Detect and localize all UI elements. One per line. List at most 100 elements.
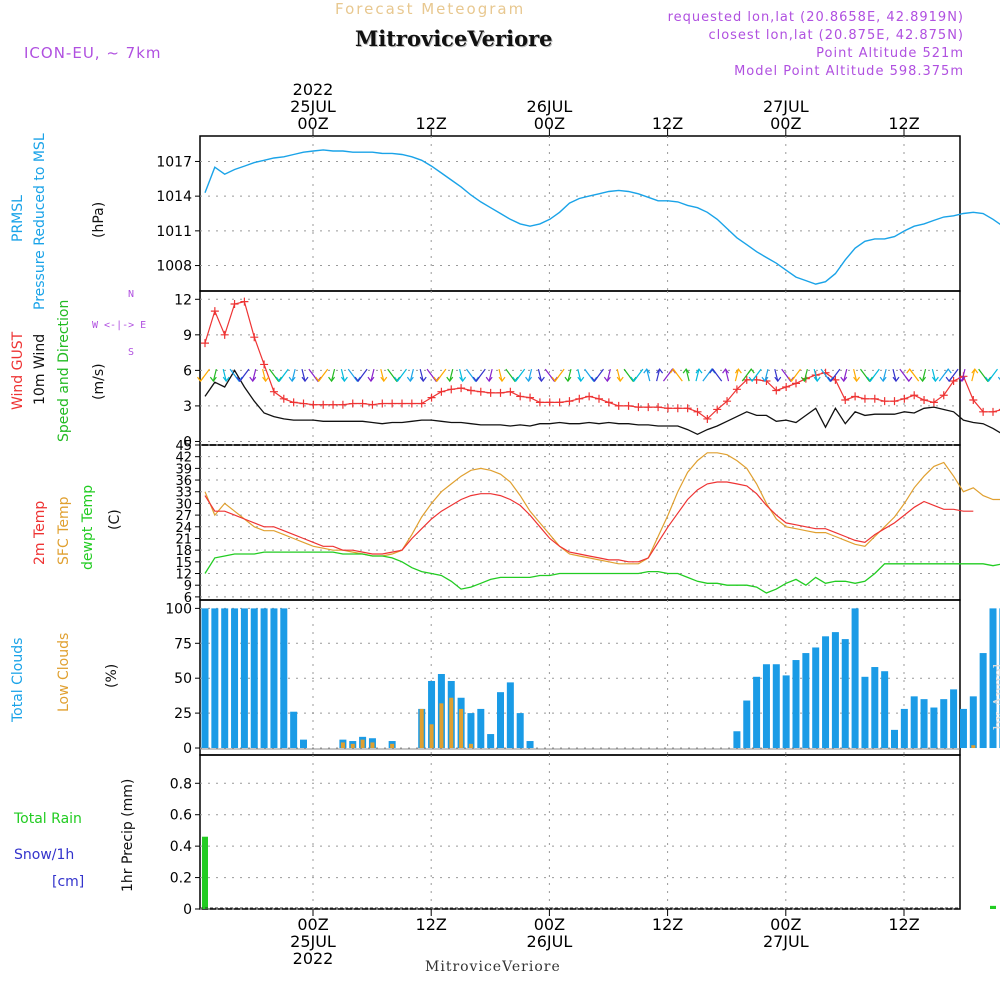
gust-marker	[782, 382, 791, 391]
total-clouds-bar	[290, 711, 298, 749]
rain-bar	[202, 836, 208, 909]
gust-marker	[792, 379, 800, 388]
wind-direction-arrowhead	[564, 376, 572, 383]
wind-direction-arrowhead	[301, 376, 309, 383]
gust-marker	[713, 405, 722, 414]
gust-marker	[516, 392, 525, 401]
gust-marker	[723, 397, 732, 406]
gust-marker	[210, 307, 219, 316]
wind-direction-arrowhead	[498, 376, 506, 383]
gust-marker	[910, 391, 919, 400]
low-clouds-bar	[419, 708, 424, 749]
wind-direction-arrow	[813, 368, 818, 382]
wind-direction-arrowhead	[722, 368, 730, 374]
total-clouds-bar	[900, 708, 908, 749]
wind-direction-arrowhead	[591, 376, 598, 383]
wind-direction-arrowhead	[629, 376, 637, 383]
gust-marker	[417, 399, 426, 408]
wind-direction-arrowhead	[249, 376, 257, 383]
total-clouds-bar	[822, 636, 830, 749]
gust-marker	[368, 400, 377, 409]
wind-direction-arrowhead	[708, 368, 716, 374]
total-clouds-bar	[270, 608, 278, 749]
low-clouds-bar	[971, 745, 976, 749]
temperature-ytick-label: 24	[175, 521, 192, 536]
gust-marker	[279, 394, 288, 403]
wind-direction-arrowhead	[275, 376, 283, 383]
wind-direction-arrowhead	[511, 376, 519, 383]
wind-direction-arrow	[853, 368, 858, 382]
total-clouds-bar	[812, 647, 820, 749]
wind-direction-arrow	[567, 368, 572, 382]
gust-marker	[388, 399, 397, 408]
snow-label: Snow/1h	[14, 847, 75, 863]
wind-direction-arrow	[291, 368, 296, 382]
x-label-bottom: 00Z	[297, 915, 328, 934]
gust-marker	[545, 398, 554, 407]
wind-direction-arrow	[774, 368, 779, 382]
gust-marker	[880, 397, 889, 406]
gust-marker	[654, 403, 663, 412]
gust-marker	[289, 398, 298, 407]
total-clouds-bar	[930, 707, 938, 749]
wind-direction-arrowhead	[197, 376, 204, 383]
sfc-label: SFC Temp	[56, 496, 72, 565]
wind-direction-arrow	[419, 368, 424, 382]
x-label-bottom: 12Z	[888, 915, 919, 934]
gust-marker	[634, 403, 643, 412]
wind-direction-arrowhead	[367, 376, 375, 383]
wind-direction-arrowhead	[551, 376, 559, 383]
total-clouds-bar	[240, 608, 248, 749]
total-clouds-bar	[831, 632, 839, 749]
gust-marker	[535, 398, 544, 407]
wind-direction-arrow	[409, 368, 414, 382]
gust-marker	[900, 394, 909, 403]
x-label-bottom: 26JUL	[527, 932, 573, 951]
low-clouds-bar	[449, 697, 454, 749]
total-clouds-bar	[802, 653, 810, 749]
watermark: by Angel	[990, 663, 1000, 730]
model-label: ICON-EU, ~ 7km	[24, 44, 162, 62]
total-clouds-bar	[506, 682, 514, 749]
gust-marker	[526, 393, 535, 402]
total-clouds-bar	[428, 680, 436, 749]
pressure-ytick-label: 1014	[156, 189, 192, 205]
total-clouds-bar	[221, 608, 229, 749]
wind-direction-arrow	[882, 368, 887, 382]
wind-direction-arrowhead	[590, 376, 598, 383]
wind-direction-arrow	[764, 368, 769, 382]
c-label: (C)	[107, 509, 123, 530]
wind-direction-arrowhead	[485, 376, 493, 383]
t2m-label: 2m Temp	[32, 500, 48, 565]
rain-bar	[990, 905, 996, 909]
clouds-ytick-label: 0	[183, 741, 192, 757]
temperature-ytick-label: 45	[175, 439, 192, 454]
gust-marker	[644, 403, 653, 412]
gust-marker	[920, 395, 929, 404]
wind-direction-arrow	[262, 368, 267, 382]
wind-direction-arrowhead	[222, 376, 230, 383]
prmsl-sub-label: Pressure Reduced to MSL	[32, 133, 48, 310]
wind-direction-arrowhead	[472, 376, 480, 383]
gust-marker	[506, 387, 515, 396]
gust-marker	[742, 375, 751, 384]
gust-marker	[269, 387, 278, 396]
low-clouds-bar	[340, 742, 345, 749]
point-altitude: Point Altitude 521m	[816, 46, 964, 61]
wind-direction-arrowhead	[669, 368, 677, 374]
wind-direction-arrowhead	[919, 376, 927, 383]
wind-direction-arrowhead	[419, 376, 427, 383]
gust-marker	[309, 400, 318, 409]
total-clouds-bar	[260, 608, 268, 749]
temp2m-line	[204, 481, 974, 563]
wind-direction-arrowhead	[236, 376, 244, 383]
gust-marker	[989, 407, 997, 416]
precip-ytick-label: 0.2	[170, 871, 192, 887]
precip-ytick-label: 0.8	[170, 776, 192, 792]
wind-direction-arrowhead	[800, 376, 808, 383]
wind-direction-arrowhead	[945, 376, 953, 383]
wind-direction-arrowhead	[328, 376, 336, 383]
gust-marker	[437, 387, 446, 396]
gust-marker	[260, 360, 269, 369]
